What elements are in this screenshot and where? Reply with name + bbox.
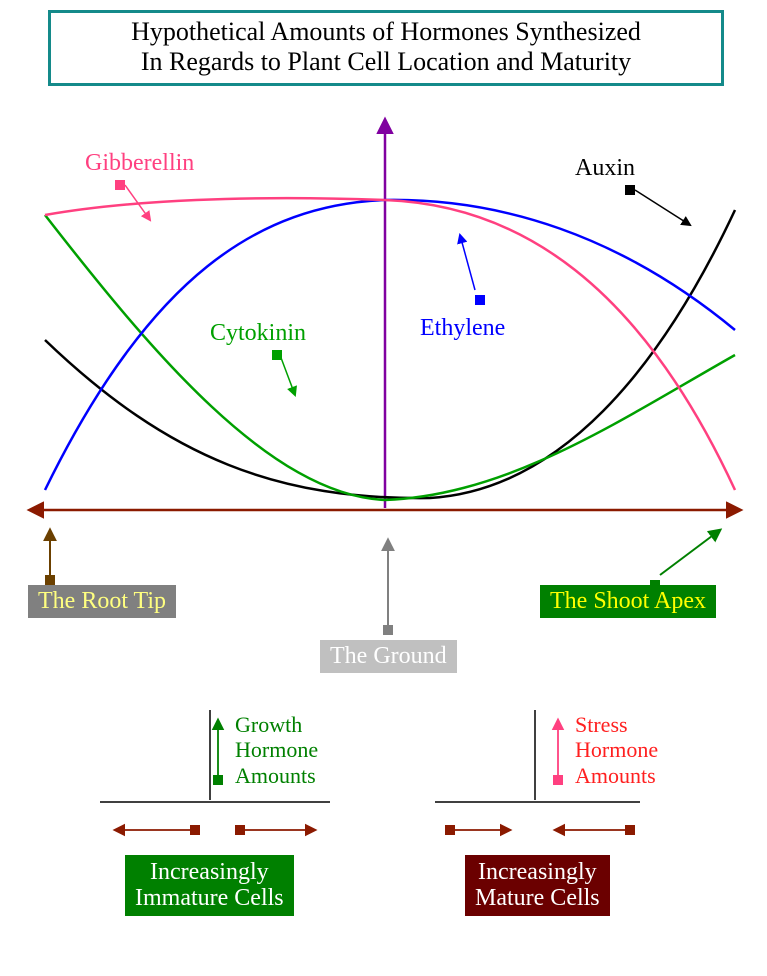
legend-growth-line1: Growth [235, 712, 318, 737]
curve-cytokinin [45, 215, 735, 500]
legend-growth-line2: Hormone [235, 737, 318, 762]
label-cytokinin: Cytokinin [210, 320, 306, 347]
legend-growth-box: Increasingly Immature Cells [125, 855, 294, 916]
legend-stress-line1: Stress [575, 712, 658, 737]
legend-stress-line2: Hormone [575, 737, 658, 762]
legend-growth-title: Growth Hormone Amounts [235, 712, 318, 788]
label-root-tip: The Root Tip [28, 585, 176, 618]
legend-stress-box-l2: Mature Cells [475, 885, 600, 911]
label-ethylene: Ethylene [420, 315, 505, 342]
legend-growth-box-l2: Immature Cells [135, 885, 284, 911]
label-shoot-apex: The Shoot Apex [540, 585, 716, 618]
curve-auxin [45, 210, 735, 498]
curve-ethylene [45, 200, 735, 490]
diagram-svg [0, 0, 767, 976]
legend-growth-line3: Amounts [235, 763, 318, 788]
label-ground: The Ground [320, 640, 457, 673]
legend-growth-box-l1: Increasingly [135, 859, 284, 885]
label-auxin: Auxin [575, 155, 635, 182]
label-gibberellin: Gibberellin [85, 150, 194, 177]
legend-stress-title: Stress Hormone Amounts [575, 712, 658, 788]
legend-stress-box-l1: Increasingly [475, 859, 600, 885]
legend-stress-line3: Amounts [575, 763, 658, 788]
legend-stress-box: Increasingly Mature Cells [465, 855, 610, 916]
curve-gibberellin [45, 198, 735, 490]
